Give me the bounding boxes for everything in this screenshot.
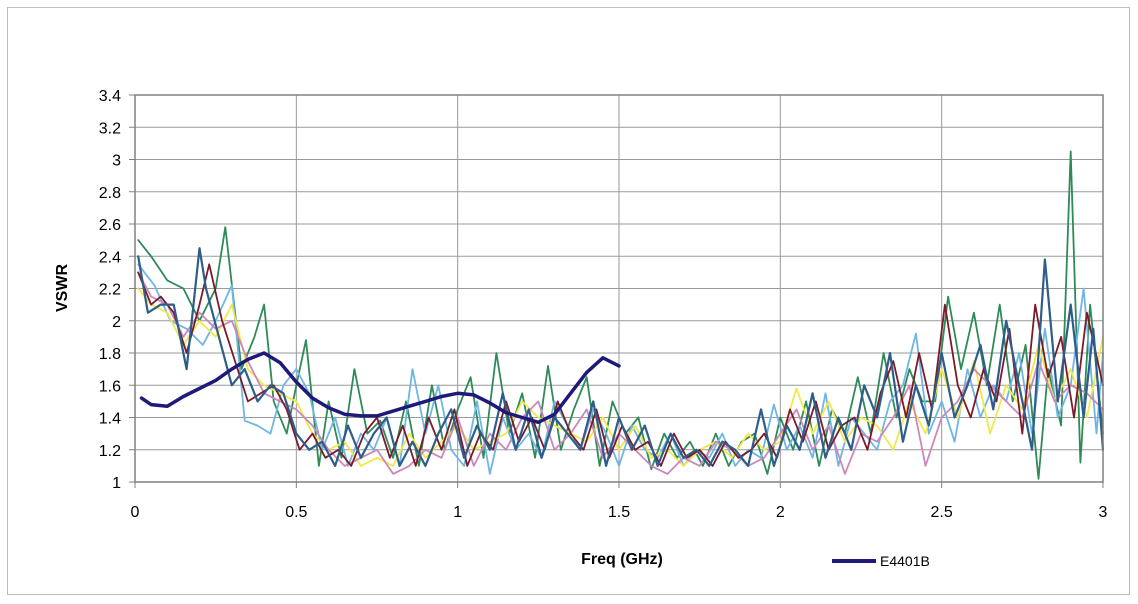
y-tick-label: 3.4: [99, 88, 121, 105]
x-tick-label: 1: [453, 504, 462, 521]
legend: E4401B: [832, 553, 930, 569]
y-tick-label: 1.2: [99, 443, 121, 460]
y-axis-title: VSWR: [54, 264, 71, 312]
legend-label: E4401B: [880, 553, 930, 569]
y-tick-label: 1: [112, 475, 121, 492]
x-tick-label: 3: [1099, 504, 1108, 521]
series-line-3: [137, 287, 1104, 467]
y-tick-label: 1.4: [99, 411, 121, 428]
x-tick-label: 2: [776, 504, 785, 521]
series-layer: [137, 150, 1105, 480]
x-tick-labels: 0 0.5 1 1.5 2 2.5 3: [131, 482, 1108, 521]
y-tick-label: 2.4: [99, 249, 121, 266]
y-tick-label: 2.6: [99, 217, 121, 234]
x-tick-label: 0: [131, 504, 140, 521]
x-tick-label: 2.5: [931, 504, 953, 521]
y-tick-label: 1.6: [99, 378, 121, 395]
x-tick-label: 0.5: [285, 504, 307, 521]
series-line-e4401b: [139, 351, 621, 425]
series-line-5: [137, 263, 1104, 467]
x-axis-title: Freq (GHz): [581, 551, 663, 568]
y-tick-labels: 1 1.2 1.4 1.6 1.8 2 2.2 2.4 2.6 2.8 3 3.2 3.4: [99, 88, 135, 492]
y-tick-label: 2.8: [99, 185, 121, 202]
y-tick-label: 1.8: [99, 346, 121, 363]
y-tick-label: 2: [112, 314, 121, 331]
y-tick-label: 2.2: [99, 282, 121, 299]
y-tick-label: 3.2: [99, 120, 121, 137]
series-line-2: [137, 263, 1104, 475]
x-tick-label: 1.5: [608, 504, 630, 521]
chart-frame: [7, 7, 1130, 595]
y-tick-label: 3: [112, 153, 121, 170]
series-line-6: [137, 247, 1105, 467]
